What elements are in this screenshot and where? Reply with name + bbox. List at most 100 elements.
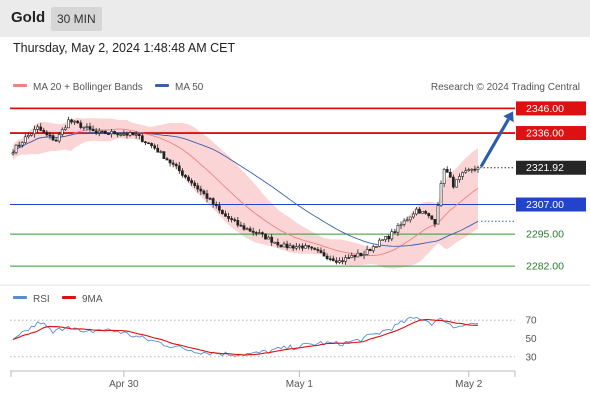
candle-body [193,182,197,186]
candle-body [165,158,169,161]
candle-body [424,211,428,214]
candle-body [402,220,406,225]
candle-body [30,133,33,136]
candle-body [467,169,471,171]
rsi-ma-legend-label: 9MA [82,294,103,305]
candle-body [51,135,55,141]
candle-body [63,127,67,130]
level-tag-2346.00 [516,101,586,116]
ma20-legend-label: MA 20 + Bollinger Bands [33,82,143,93]
candle-body [378,239,381,247]
candle-body [205,193,209,199]
candle-body [279,244,283,248]
candle-body [461,172,464,177]
candle-body [199,188,203,192]
current-price-label: 2321.92 [526,162,564,174]
candle-body [448,172,452,178]
candle-body [322,252,326,257]
ma20-legend-swatch [13,84,27,87]
candle-body [291,245,295,249]
candle-body [82,126,86,129]
candle-body [202,190,206,194]
rsi-line [12,316,479,357]
candle-body [356,252,360,258]
candle-body [217,205,221,211]
candle-body [94,130,98,133]
projection-arrow-head [503,111,514,123]
candle-body [298,245,301,248]
candle-body [350,255,354,258]
candle-body [411,213,415,218]
timeframe-badge[interactable]: 30 MIN [51,7,102,31]
candle-body [233,219,237,221]
candle-body [214,203,218,206]
rsi-tick-30: 30 [525,352,537,363]
candle-body [445,169,449,173]
candle-body [208,198,212,200]
candle-body [134,134,138,136]
candle-body [273,241,277,244]
candle-body [384,236,387,240]
candle-body [162,151,166,159]
candle-body [254,232,258,234]
candle-body [362,254,366,257]
candle-body [436,205,440,225]
candle-body [476,167,480,170]
candle-body [276,241,280,246]
time-axis: Apr 30 May 1 May 2 [10,370,516,390]
candle-body [153,145,157,149]
candle-body [307,245,311,248]
candle-body [261,232,264,235]
candle-body [196,185,200,190]
rsi-ma-legend-swatch [62,296,76,299]
candle-body [365,249,369,255]
candle-body [39,126,43,131]
candle-body [316,249,320,251]
candle-body [91,128,95,132]
candle-body [381,239,384,241]
ma50-legend-swatch [155,84,169,87]
candle-body [20,142,24,146]
rsi-legend-swatch [13,296,27,299]
candle-body [310,246,314,249]
instrument-title: Gold [11,9,46,26]
candle-body [473,168,477,171]
candle-body [334,260,338,263]
candle-body [125,133,129,136]
level-tag-2336.00 [516,126,586,141]
candle-body [104,130,107,134]
candle-body [190,180,193,184]
candle-body [408,216,412,221]
candle-body [387,236,391,240]
ma50-legend-label: MA 50 [175,82,204,93]
candle-body [88,126,92,130]
current-price-tag [516,160,586,175]
candle-body [122,133,126,136]
level-label-2346.00: 2346.00 [526,103,564,115]
candle-body [128,132,132,136]
projection-arrow [479,118,510,168]
candle-body [180,170,184,176]
candle-body [137,134,141,136]
candle-body [227,216,230,219]
candle-body [85,126,89,128]
candle-body [344,257,347,262]
candle-body [353,255,357,258]
candle-body [224,213,227,217]
candle-body [27,135,30,138]
candle-body [100,130,104,133]
candle-body [36,126,40,130]
candle-body [211,198,215,205]
candle-body [455,179,458,188]
candle-body [140,135,144,143]
candle-body [79,122,83,128]
main-legend: MA 20 + Bollinger Bands MA 50 Research ©… [13,82,580,93]
bollinger-band [13,117,478,269]
candle-body [470,168,474,171]
level-label-2295.00: 2295.00 [526,229,564,241]
header-bar: Gold 30 MIN [0,0,590,37]
candle-body [267,236,270,240]
candle-body [242,225,246,230]
candle-body [439,183,443,206]
datetime-label: Thursday, May 2, 2024 1:48:48 AM CET [13,41,236,55]
